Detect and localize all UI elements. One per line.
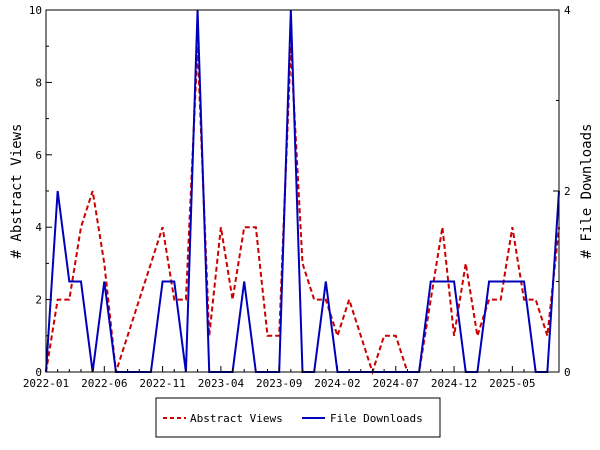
left-axis-title: # Abstract Views <box>9 124 25 259</box>
right-y-tick-label: 4 <box>564 4 571 17</box>
legend-label-file-downloads: File Downloads <box>330 412 423 425</box>
x-tick-label: 2022-11 <box>139 377 185 390</box>
x-tick-label: 2025-05 <box>489 377 535 390</box>
right-y-tick-label: 2 <box>564 185 571 198</box>
left-y-tick-label: 10 <box>29 4 42 17</box>
x-tick-label: 2023-09 <box>256 377 302 390</box>
left-y-tick-label: 0 <box>35 366 42 379</box>
left-y-tick-label: 8 <box>35 76 42 89</box>
left-y-tick-label: 2 <box>35 294 42 307</box>
legend-box <box>155 397 441 438</box>
legend: Abstract Views File Downloads <box>155 397 441 438</box>
right-axis-title: # File Downloads <box>579 124 595 259</box>
x-tick-label: 2022-01 <box>23 377 69 390</box>
left-y-tick-label: 6 <box>35 149 42 162</box>
plot-frame <box>45 9 560 373</box>
axes-layer: 2022-01 2022-06 2022-11 2023-04 2023-09 2024-… <box>23 4 571 390</box>
left-y-tick-label: 4 <box>35 221 42 234</box>
legend-label-abstract-views: Abstract Views <box>190 412 283 425</box>
right-y-tick-label: 0 <box>564 366 571 379</box>
x-tick-label: 2022-06 <box>81 377 127 390</box>
x-tick-label: 2023-04 <box>198 377 245 390</box>
x-tick-label: 2024-02 <box>314 377 360 390</box>
x-tick-label: 2024-07 <box>373 377 419 390</box>
x-tick-label: 2024-12 <box>431 377 477 390</box>
plot-area <box>46 10 559 372</box>
